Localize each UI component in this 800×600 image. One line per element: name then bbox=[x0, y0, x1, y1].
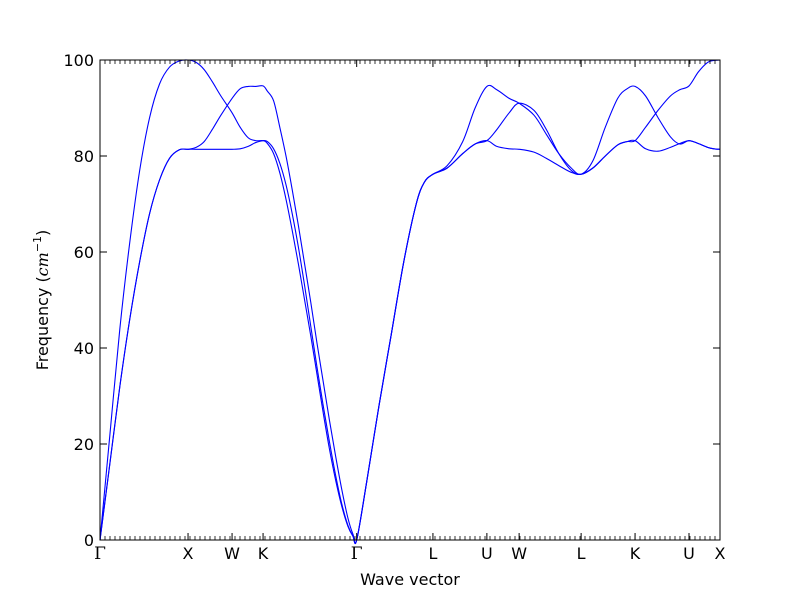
x-tick-label: Γ bbox=[94, 544, 106, 564]
x-tick-label: W bbox=[511, 544, 527, 563]
x-tick-label: K bbox=[258, 544, 269, 563]
x-tick-label: L bbox=[577, 544, 586, 563]
plot-frame bbox=[99, 59, 721, 541]
band-line-3 bbox=[99, 59, 721, 545]
y-axis-label: Frequency (cm−1) bbox=[31, 230, 52, 371]
y-tick-label: 80 bbox=[74, 147, 94, 166]
band-lines bbox=[99, 59, 721, 545]
x-tick-label: W bbox=[224, 544, 240, 563]
x-tick-label: K bbox=[630, 544, 641, 563]
y-axis-label-unit-exponent: −1 bbox=[31, 236, 44, 252]
x-axis-label: Wave vector bbox=[360, 570, 460, 589]
x-tick-label: X bbox=[183, 544, 194, 563]
x-tick-label: U bbox=[481, 544, 493, 563]
minor-ticks bbox=[104, 60, 716, 540]
y-tick-label: 100 bbox=[63, 51, 94, 70]
y-tick-label: 0 bbox=[84, 531, 94, 550]
y-tick-label: 40 bbox=[74, 339, 94, 358]
x-tick-label: Γ bbox=[351, 544, 363, 564]
y-axis-label-prefix: Frequency ( bbox=[33, 276, 52, 370]
y-tick-label: 60 bbox=[74, 243, 94, 262]
y-axis-label-suffix: ) bbox=[33, 230, 52, 236]
x-tick-label: L bbox=[428, 544, 437, 563]
x-tick-label: U bbox=[683, 544, 695, 563]
x-tick-label: X bbox=[715, 544, 726, 563]
y-axis-label-unit: cm bbox=[33, 252, 52, 276]
y-tick-label: 20 bbox=[74, 435, 94, 454]
